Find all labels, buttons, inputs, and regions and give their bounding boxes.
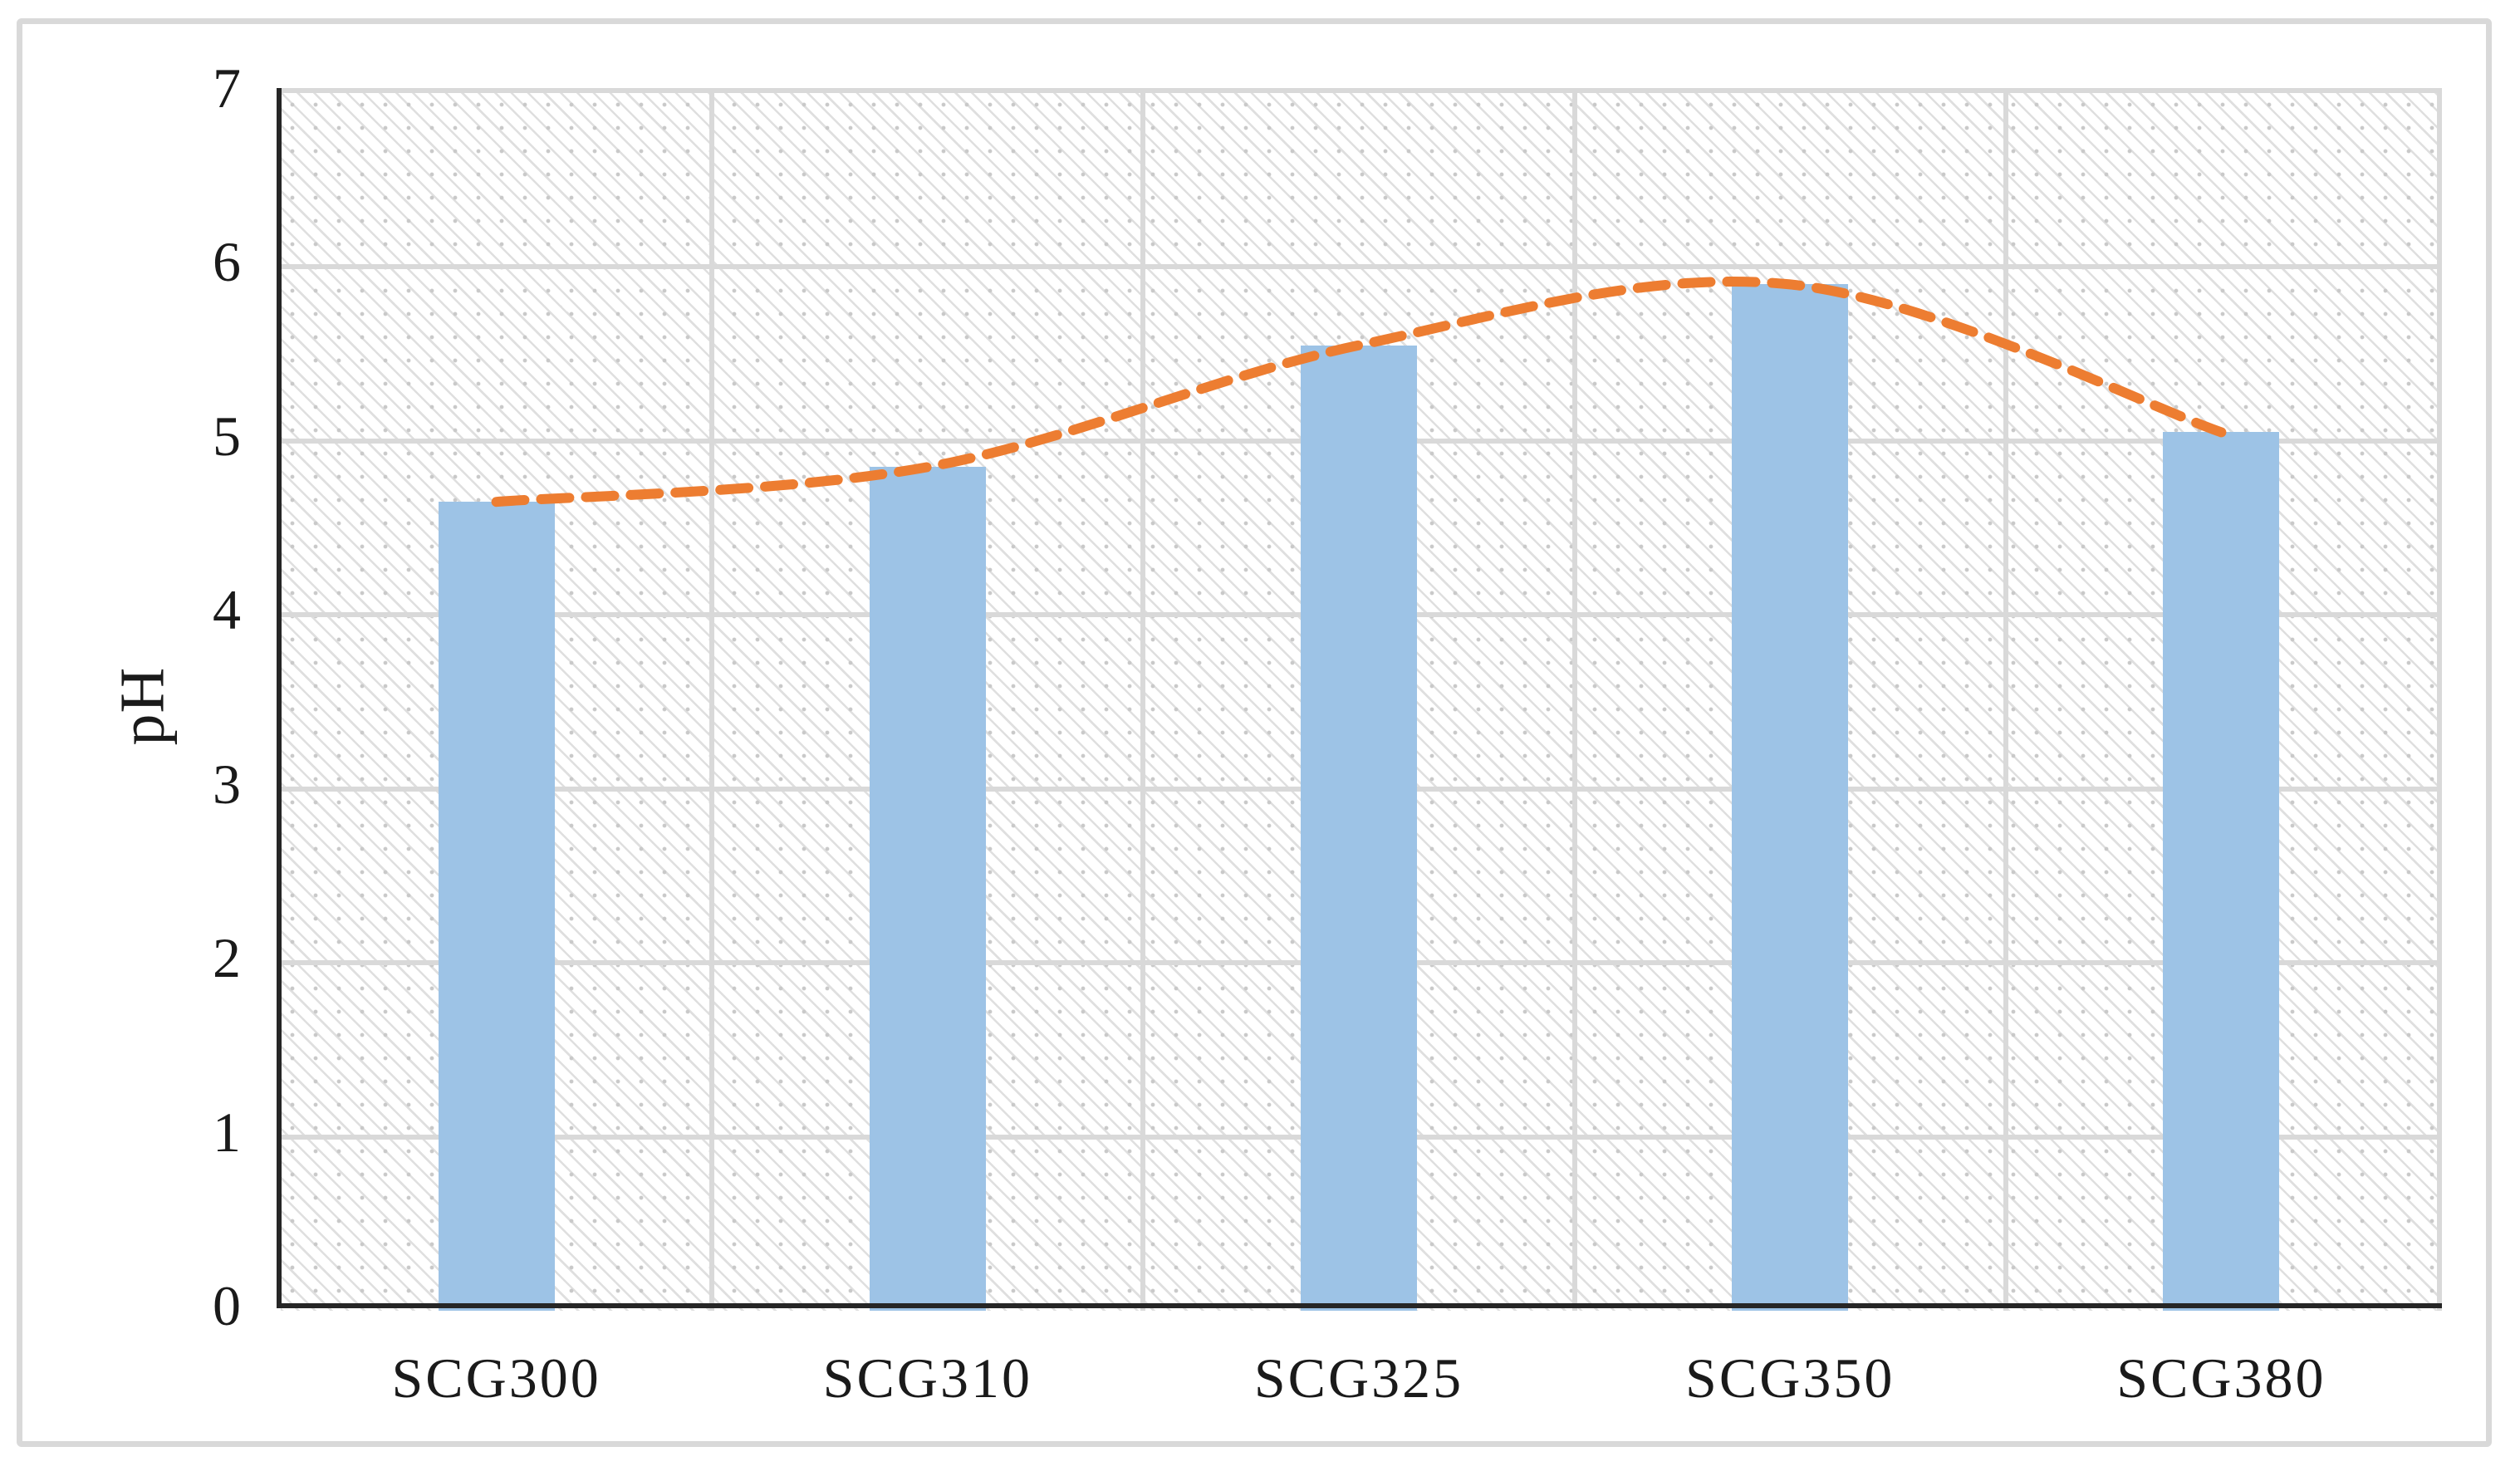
bar-SCG300 [438,502,555,1311]
y-tick-label-4: 4 [213,578,241,642]
y-tick-label-7: 7 [213,56,241,120]
v-gridline [709,93,715,1311]
bar-SCG325 [1301,345,1417,1311]
y-tick-label-0: 0 [213,1274,241,1337]
y-tick-label-2: 2 [213,926,241,990]
y-tick-label-3: 3 [213,752,241,816]
v-gridline [1140,93,1146,1311]
y-tick-label-1: 1 [213,1100,241,1164]
x-tick-label-SCG310: SCG310 [822,1346,1032,1410]
y-axis-title: pH [107,666,178,746]
y-tick-label-6: 6 [213,230,241,294]
bar-SCG350 [1732,284,1849,1311]
y-axis-line [277,88,282,1308]
h-gridline [281,264,2437,270]
bar-SCG380 [2163,432,2280,1311]
x-axis-line [277,1303,2442,1308]
x-tick-label-SCG300: SCG300 [391,1346,601,1410]
v-gridline [1571,93,1577,1311]
v-gridline [2003,93,2008,1311]
x-tick-label-SCG380: SCG380 [2116,1346,2326,1410]
x-tick-label-SCG350: SCG350 [1685,1346,1895,1410]
x-tick-label-SCG325: SCG325 [1253,1346,1464,1410]
bar-SCG310 [869,467,986,1311]
plot-area [281,88,2442,1311]
y-tick-label-5: 5 [213,404,241,468]
